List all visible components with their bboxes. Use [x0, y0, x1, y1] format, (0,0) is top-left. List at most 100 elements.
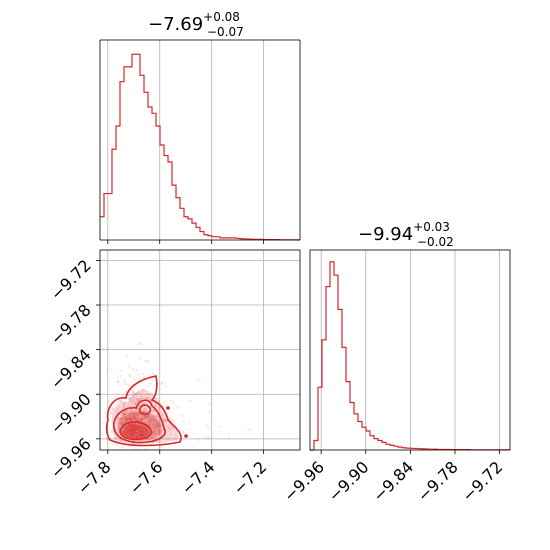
- scatter-point: [152, 426, 155, 429]
- scatter-point: [128, 417, 131, 420]
- scatter-point: [140, 420, 143, 423]
- scatter-point: [169, 428, 172, 431]
- scatter-point: [123, 379, 126, 383]
- x-tick-label: −9.84: [369, 457, 417, 505]
- scatter-point: [133, 410, 137, 414]
- scatter-point: [122, 413, 126, 416]
- scatter-point: [248, 428, 251, 431]
- x-tick-label: −9.90: [324, 457, 372, 505]
- scatter-point: [142, 396, 145, 400]
- contour-middle: [113, 399, 166, 444]
- scatter-point: [153, 432, 156, 435]
- scatter-point: [150, 437, 153, 440]
- y-tick-label: −9.78: [47, 300, 95, 348]
- scatter-point: [132, 396, 135, 400]
- scatter-point: [129, 408, 133, 411]
- scatter-point: [156, 421, 159, 424]
- scatter-point: [128, 394, 131, 397]
- scatter-point: [129, 396, 133, 399]
- scatter-point: [154, 429, 157, 432]
- scatter-point: [149, 415, 152, 419]
- param1-title-median: −7.69: [148, 14, 203, 35]
- scatter-point: [147, 415, 150, 418]
- scatter-point: [156, 432, 159, 435]
- scatter-point: [130, 412, 134, 415]
- scatter-point: [165, 420, 168, 423]
- scatter-point: [111, 407, 114, 410]
- scatter-point: [146, 360, 149, 363]
- scatter-point: [123, 413, 127, 416]
- scatter-point: [154, 418, 158, 422]
- scatter-point: [128, 417, 132, 420]
- scatter-point: [154, 427, 158, 430]
- scatter-point: [131, 400, 135, 403]
- scatter-point: [177, 405, 180, 409]
- scatter-point: [136, 399, 140, 402]
- scatter-point: [123, 418, 127, 421]
- scatter-point: [142, 416, 145, 419]
- scatter-point: [144, 415, 147, 419]
- scatter-point: [154, 428, 158, 431]
- scatter-point: [167, 426, 171, 430]
- scatter-point: [127, 365, 130, 368]
- scatter-point: [118, 418, 122, 421]
- scatter-point: [159, 422, 162, 425]
- scatter-point: [136, 414, 139, 417]
- scatter-point: [159, 424, 162, 428]
- scatter-point: [208, 402, 211, 405]
- scatter-point: [127, 418, 130, 421]
- scatter-point: [122, 421, 126, 425]
- scatter-point: [131, 417, 134, 420]
- scatter-point: [150, 434, 154, 437]
- scatter-point: [154, 433, 157, 436]
- scatter-point: [136, 416, 140, 419]
- y-tick-label: −9.72: [47, 256, 95, 304]
- contour-fill-inner: [122, 424, 150, 439]
- scatter-point: [137, 392, 140, 395]
- scatter-point: [127, 416, 130, 419]
- scatter-point: [151, 417, 154, 420]
- scatter-point: [144, 396, 148, 399]
- scatter-point: [131, 393, 134, 397]
- scatter-point: [123, 412, 126, 415]
- scatter-point: [138, 398, 142, 401]
- scatter-point: [125, 418, 128, 421]
- scatter-point: [123, 398, 126, 401]
- param2-marginal-panel: −9.96−9.90−9.84−9.78−9.72 −9.94+0.03 −0.0…: [280, 220, 511, 505]
- scatter-point: [133, 413, 136, 416]
- scatter-point: [122, 417, 125, 420]
- scatter-point: [135, 413, 138, 417]
- scatter-point: [121, 412, 125, 415]
- scatter-point: [197, 438, 201, 442]
- scatter-point: [133, 414, 136, 417]
- scatter-point: [158, 418, 161, 422]
- scatter-point: [134, 408, 137, 412]
- scatter-point: [162, 429, 165, 432]
- scatter-point: [130, 411, 134, 414]
- scatter-point: [129, 414, 132, 417]
- scatter-point: [146, 396, 149, 400]
- scatter-point: [133, 416, 136, 419]
- scatter-point: [110, 417, 114, 421]
- scatter-point: [159, 431, 162, 435]
- scatter-point: [148, 424, 152, 428]
- scatter-point: [164, 380, 167, 383]
- x-tick-label: −7.8: [74, 457, 115, 498]
- scatter-point: [207, 411, 211, 414]
- scatter-point: [128, 400, 132, 403]
- scatter-point: [140, 391, 143, 394]
- scatter-point: [132, 367, 135, 371]
- scatter-point: [117, 432, 120, 435]
- scatter-point: [139, 419, 142, 423]
- scatter-point: [151, 423, 155, 427]
- scatter-point: [121, 422, 124, 425]
- scatter-point: [119, 420, 123, 423]
- scatter-point: [132, 413, 136, 416]
- scatter-point: [159, 430, 162, 433]
- scatter-point: [134, 392, 138, 396]
- scatter-point: [137, 398, 140, 401]
- scatter-point: [172, 419, 176, 422]
- scatter-point: [134, 417, 137, 420]
- scatter-point: [132, 398, 135, 401]
- scatter-point: [130, 418, 133, 421]
